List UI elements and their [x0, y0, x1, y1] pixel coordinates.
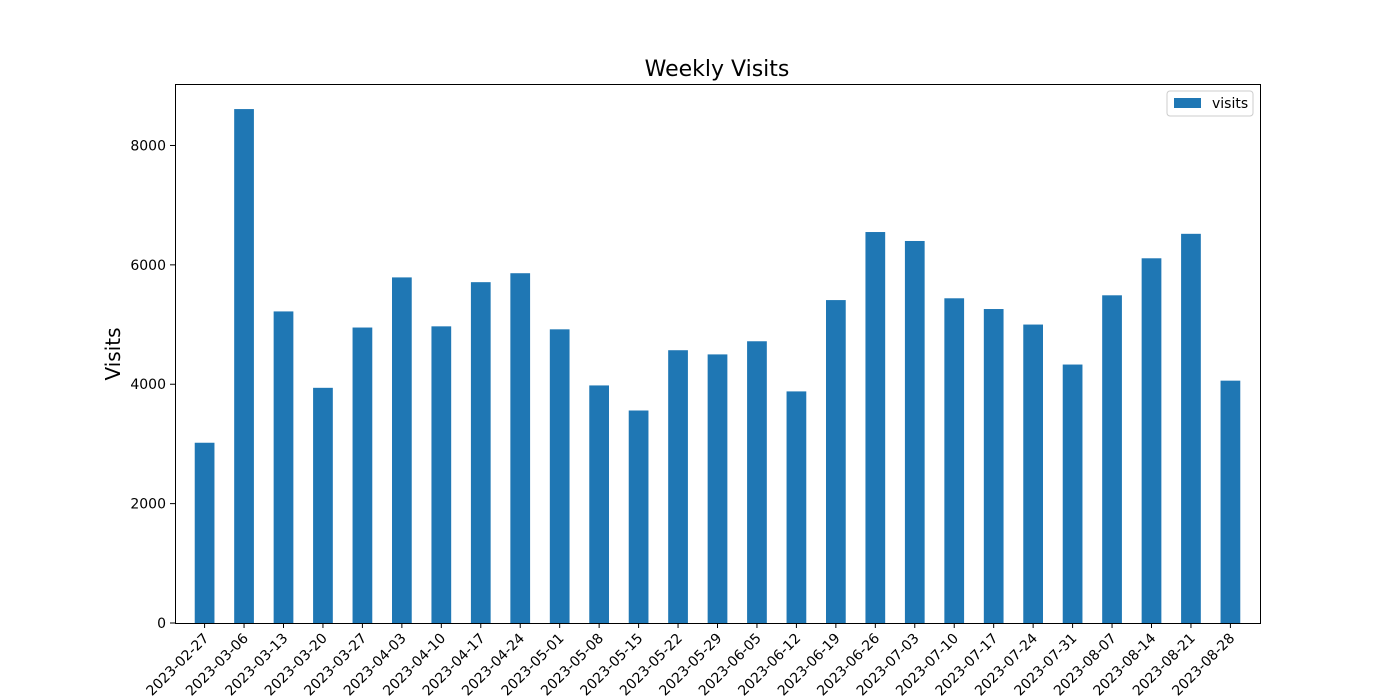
bar-2023-08-28 — [1220, 380, 1241, 623]
bar-2023-05-15 — [628, 410, 649, 623]
bar-2023-08-14 — [1141, 258, 1162, 623]
bar-2023-08-07 — [1102, 295, 1122, 623]
y-tick-label: 8000 — [130, 138, 166, 154]
x-axis: 2023-02-272023-03-062023-03-132023-03-20… — [144, 623, 1238, 699]
bar-2023-05-01 — [549, 329, 570, 623]
bar-2023-07-31 — [1062, 364, 1083, 623]
legend-box — [1166, 90, 1254, 117]
bar-2023-03-06 — [234, 109, 254, 623]
bar-2023-07-10 — [944, 298, 965, 623]
bar-2023-05-08 — [589, 385, 609, 623]
bar-2023-02-27 — [194, 442, 215, 623]
y-tick-label: 6000 — [130, 258, 166, 274]
y-axis-label: Visits — [101, 327, 125, 380]
y-tick-label: 4000 — [130, 377, 166, 393]
bar-2023-08-21 — [1181, 233, 1201, 623]
bar-2023-07-03 — [904, 240, 925, 624]
bar-2023-03-13 — [273, 311, 294, 623]
bar-2023-04-17 — [470, 282, 491, 623]
bar-2023-07-24 — [1023, 324, 1043, 623]
y-tick-label: 2000 — [130, 497, 166, 513]
bar-2023-06-05 — [747, 341, 767, 623]
legend-swatch — [1174, 98, 1201, 108]
bar-2023-04-24 — [510, 273, 531, 623]
legend-label: visits — [1212, 96, 1248, 112]
bar-2023-03-20 — [313, 387, 333, 623]
bar-2023-04-03 — [392, 277, 412, 623]
bar-2023-07-17 — [983, 309, 1004, 623]
bar-2023-04-10 — [431, 326, 452, 623]
bar-2023-06-19 — [826, 300, 846, 623]
bar-2023-05-29 — [707, 354, 728, 623]
chart-title: Weekly Visits — [645, 57, 790, 82]
y-axis: 0 2000 4000 6000 8000 — [130, 138, 175, 632]
plot-frame — [175, 84, 1261, 624]
bars-group — [194, 109, 1241, 624]
bar-2023-03-27 — [352, 327, 373, 623]
bar-2023-05-22 — [668, 350, 688, 623]
bar-2023-06-12 — [786, 391, 807, 623]
bar-2023-06-26 — [865, 232, 886, 623]
legend: visits — [1166, 90, 1254, 117]
y-tick-label: 0 — [157, 616, 166, 632]
